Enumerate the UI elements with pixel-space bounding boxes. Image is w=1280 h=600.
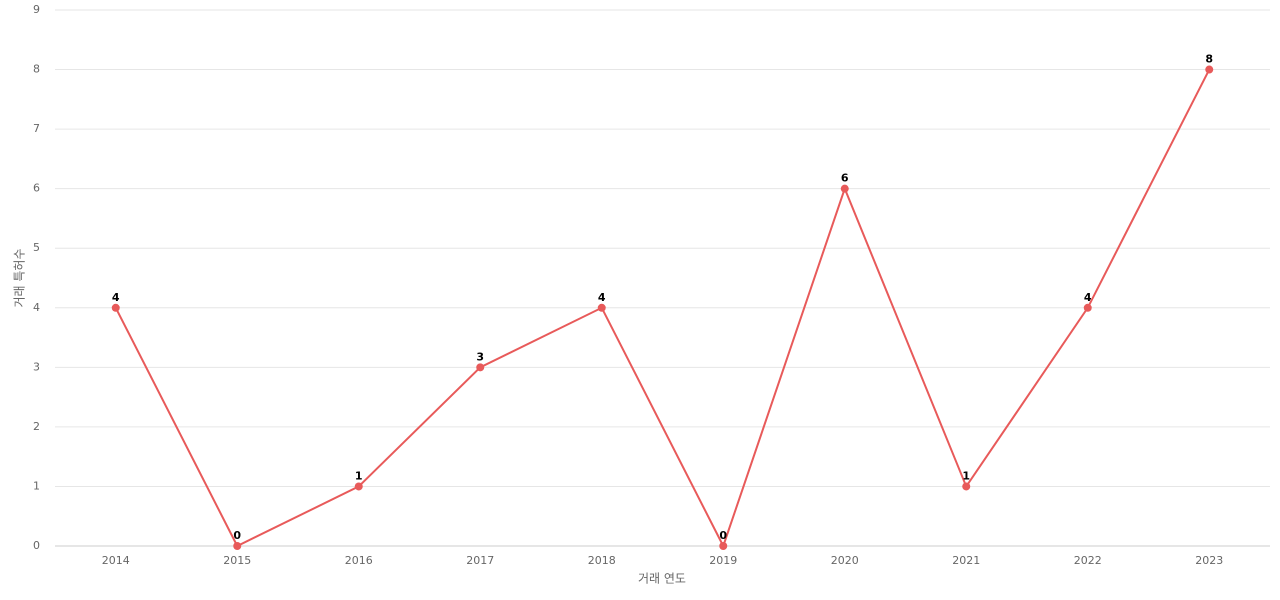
y-tick-label: 5 — [33, 241, 40, 254]
x-tick-label: 2018 — [588, 554, 616, 567]
y-tick-label: 8 — [33, 63, 40, 76]
data-label: 3 — [476, 350, 484, 363]
x-tick-label: 2022 — [1074, 554, 1102, 567]
y-axis-label: 거래 특허수 — [13, 248, 27, 307]
x-tick-label: 2019 — [709, 554, 737, 567]
point — [1083, 303, 1092, 312]
y-tick-label: 4 — [33, 301, 40, 314]
y-tick-label: 2 — [33, 420, 40, 433]
x-tick-label: 2020 — [831, 554, 859, 567]
point — [962, 482, 971, 491]
point — [1205, 65, 1214, 74]
x-tick-label: 2014 — [102, 554, 130, 567]
y-tick-label: 9 — [33, 3, 40, 16]
point — [111, 303, 120, 312]
data-label: 1 — [355, 469, 363, 482]
data-label: 8 — [1205, 53, 1213, 66]
data-label: 4 — [112, 291, 120, 304]
y-tick-label: 1 — [33, 479, 40, 492]
line — [114, 69, 1211, 549]
x-tick-label: 2017 — [466, 554, 494, 567]
x-tick-label: 2023 — [1195, 554, 1223, 567]
data-label: 0 — [719, 529, 727, 542]
point — [354, 482, 363, 491]
point — [597, 303, 606, 312]
point — [840, 184, 849, 193]
x-tick-label: 2015 — [223, 554, 251, 567]
data-label: 4 — [598, 291, 606, 304]
x-tick-label: 2021 — [952, 554, 980, 567]
y-tick-label: 3 — [33, 360, 40, 373]
data-label: 1 — [962, 469, 970, 482]
y-tick-label: 0 — [33, 539, 40, 552]
y-tick-label: 6 — [33, 182, 40, 195]
data-label: 4 — [1084, 291, 1092, 304]
data-label: 0 — [233, 529, 241, 542]
data-label: 6 — [841, 172, 849, 185]
point — [233, 542, 242, 550]
y-tick-label: 7 — [33, 122, 40, 135]
point — [719, 542, 728, 550]
x-axis-label: 거래 연도 — [638, 572, 686, 586]
x-tick-label: 2016 — [345, 554, 373, 567]
point — [476, 363, 485, 372]
